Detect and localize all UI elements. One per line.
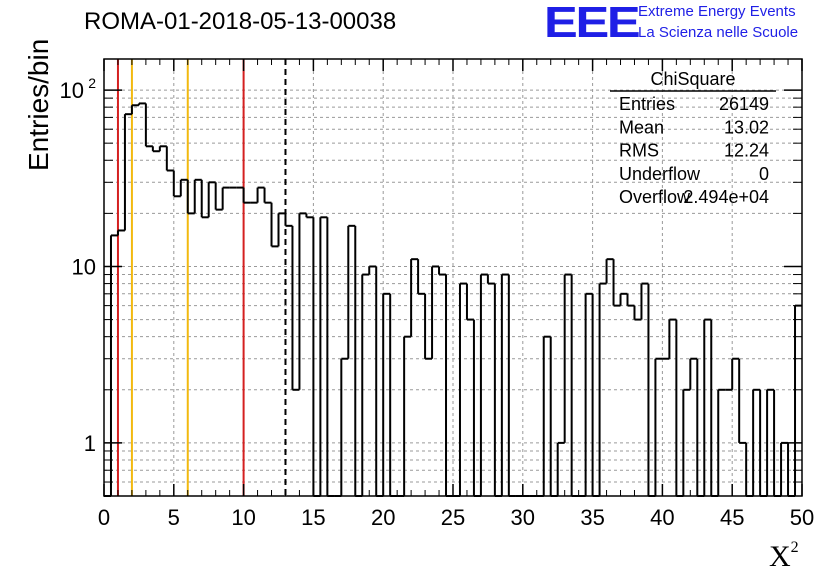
x-tick-label: 5 [168,505,180,530]
stats-title: ChiSquare [650,69,735,89]
stats-row-label: Mean [619,117,664,137]
y-tick-label: 1 [84,431,96,456]
eee-logo: EEE [544,0,641,47]
y-tick-label: 10 [60,78,84,103]
stats-row-value: 12.24 [724,141,769,161]
chart-title: ROMA-01-2018-05-13-00038 [84,8,397,35]
histogram-series [104,102,802,497]
x-tick-label: 30 [511,505,535,530]
x-tick-label: 10 [231,505,255,530]
logo-line-2: La Scienza nelle Scuole [638,24,799,41]
y-tick-label: 10 [72,254,96,279]
y-tick-exponent: 2 [88,75,96,91]
vertical-lines [116,59,287,496]
x-axis-label: X2 [769,539,799,572]
x-tick-label: 20 [371,505,395,530]
stats-row-value: 0 [759,164,769,184]
x-axis-label-base: X [769,540,791,572]
x-tick-label: 50 [790,505,814,530]
x-tick-label: 25 [441,505,465,530]
stats-row-label: Underflow [619,164,701,184]
x-tick-label: 40 [650,505,674,530]
stats-row-value: 26149 [719,94,769,114]
stats-row-label: RMS [619,141,659,161]
x-tick-label: 45 [720,505,744,530]
x-tick-label: 15 [301,505,325,530]
stats-row-label: Entries [619,94,675,114]
x-tick-label: 35 [580,505,604,530]
stats-row-value: 13.02 [724,117,769,137]
x-tick-label: 0 [98,505,110,530]
x-axis-label-sup: 2 [791,539,799,556]
logo-line-1: Extreme Energy Events [638,3,796,20]
stats-row-label: Overflow [619,187,691,207]
stats-box: ChiSquare Entries 26149 Mean 13.02 RMS 12.24 Un… [610,69,776,207]
stats-row-value: 2.494e+04 [683,187,769,207]
